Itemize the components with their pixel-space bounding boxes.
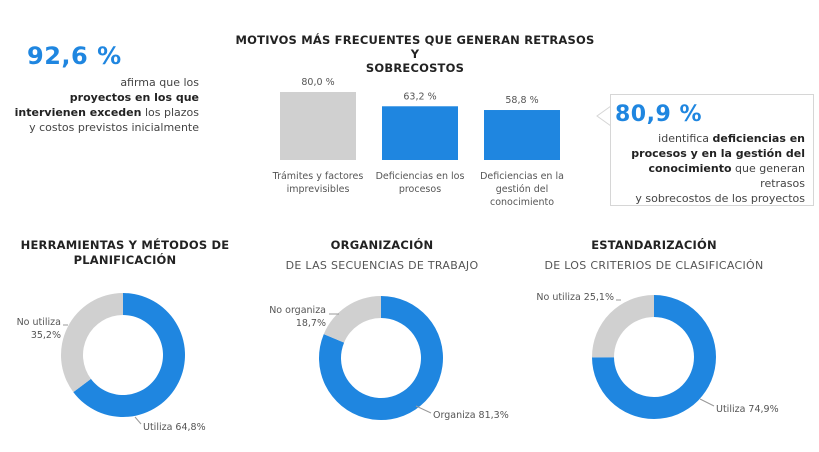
bar-category-label-2: conocimiento [490, 197, 554, 208]
bar-category-label-2: Deficiencias en la [480, 171, 564, 182]
left-stat-description: afirma que los proyectos en los que interv… [0, 75, 199, 135]
donut-slice-label: No organiza [269, 305, 326, 316]
donut-slice-organiza [319, 296, 443, 420]
bar-value-label-1: 63,2 % [403, 91, 436, 102]
title-line: PLANIFICACIÓN [73, 253, 177, 267]
donut-slice-no-utiliza [592, 295, 654, 358]
right-stat-line: identifica deficiencias en [658, 132, 805, 145]
bar-category-label-2: gestión del [496, 184, 549, 195]
donut-charts: Utiliza 64,8% No utiliza 35,2% Organiza 81,… [17, 292, 779, 433]
standardization-title: ESTANDARIZACIÓN [534, 238, 774, 253]
left-stat-line: intervienen exceden los plazos [14, 106, 199, 119]
bar-0 [280, 92, 356, 160]
donut-slice-label: 35,2% [31, 330, 61, 341]
right-stat-line: conocimiento que generan retrasos [648, 162, 805, 190]
bar-1 [382, 106, 458, 160]
bar-category-label-1: Deficiencias en los [376, 171, 465, 182]
right-stat-line: y sobrecostos de los proyectos [635, 192, 805, 205]
donut-slice-utiliza [73, 293, 185, 417]
bar-category-label-0: Trámites y factores [272, 171, 364, 182]
title-line: ORGANIZACIÓN [330, 238, 434, 252]
donut-slice-label: Organiza 81,3% [433, 410, 509, 421]
donut-slice-label: Utiliza 64,8% [143, 422, 206, 433]
organization-subtitle: DE LAS SECUENCIAS DE TRABAJO [285, 259, 479, 272]
donut-leader-line [134, 416, 142, 425]
title-line: ESTANDARIZACIÓN [591, 238, 717, 252]
donut-slice-label: Utiliza 74,9% [716, 404, 779, 415]
donut-slice-label: No utiliza 25,1% [536, 292, 614, 303]
donut-slice-no-organiza [323, 296, 381, 343]
left-stat-line: proyectos en los que [69, 91, 199, 104]
bar-category-label-1: procesos [399, 184, 441, 195]
title-line: MOTIVOS MÁS FRECUENTES QUE GENERAN RETRA… [235, 33, 595, 61]
donut-slice-no-utiliza [61, 293, 123, 393]
bar-category-label-0: imprevisibles [287, 184, 350, 195]
left-stat-line: y costos previstos inicialmente [29, 121, 199, 134]
bar-value-label-0: 80,0 % [301, 77, 334, 88]
donut-leader-line [699, 398, 715, 407]
bar-2 [484, 110, 560, 160]
right-stat-description: identifica deficiencias en procesos y en … [615, 131, 805, 206]
right-stat-line: procesos y en la gestión del [631, 147, 805, 160]
standardization-subtitle: DE LOS CRITERIOS DE CLASIFICACIÓN [544, 259, 764, 272]
donut-slice-label: 18,7% [296, 318, 326, 329]
bar-chart: 80,0 % Trámites y factores imprevisibles 63… [272, 77, 564, 208]
donut-slice-label: No utiliza [17, 317, 61, 328]
bar-value-label-2: 58,8 % [505, 95, 538, 106]
donut-slice-utiliza [592, 295, 716, 419]
left-stat-value: 92,6 % [27, 42, 122, 70]
right-stat-value: 80,9 % [615, 102, 702, 127]
bar-chart-title: MOTIVOS MÁS FRECUENTES QUE GENERAN RETRA… [230, 33, 600, 75]
title-line: SOBRECOSTOS [365, 61, 465, 75]
organization-title: ORGANIZACIÓN [262, 238, 502, 253]
planning-tools-title: HERRAMIENTAS Y MÉTODOS DE PLANIFICACIÓN [10, 238, 240, 268]
callout-box: 80,9 % identifica deficiencias en proceso… [610, 94, 814, 206]
donut-leader-line [415, 405, 432, 414]
left-stat-line: afirma que los [120, 76, 199, 89]
title-line: HERRAMIENTAS Y MÉTODOS DE [20, 238, 230, 252]
